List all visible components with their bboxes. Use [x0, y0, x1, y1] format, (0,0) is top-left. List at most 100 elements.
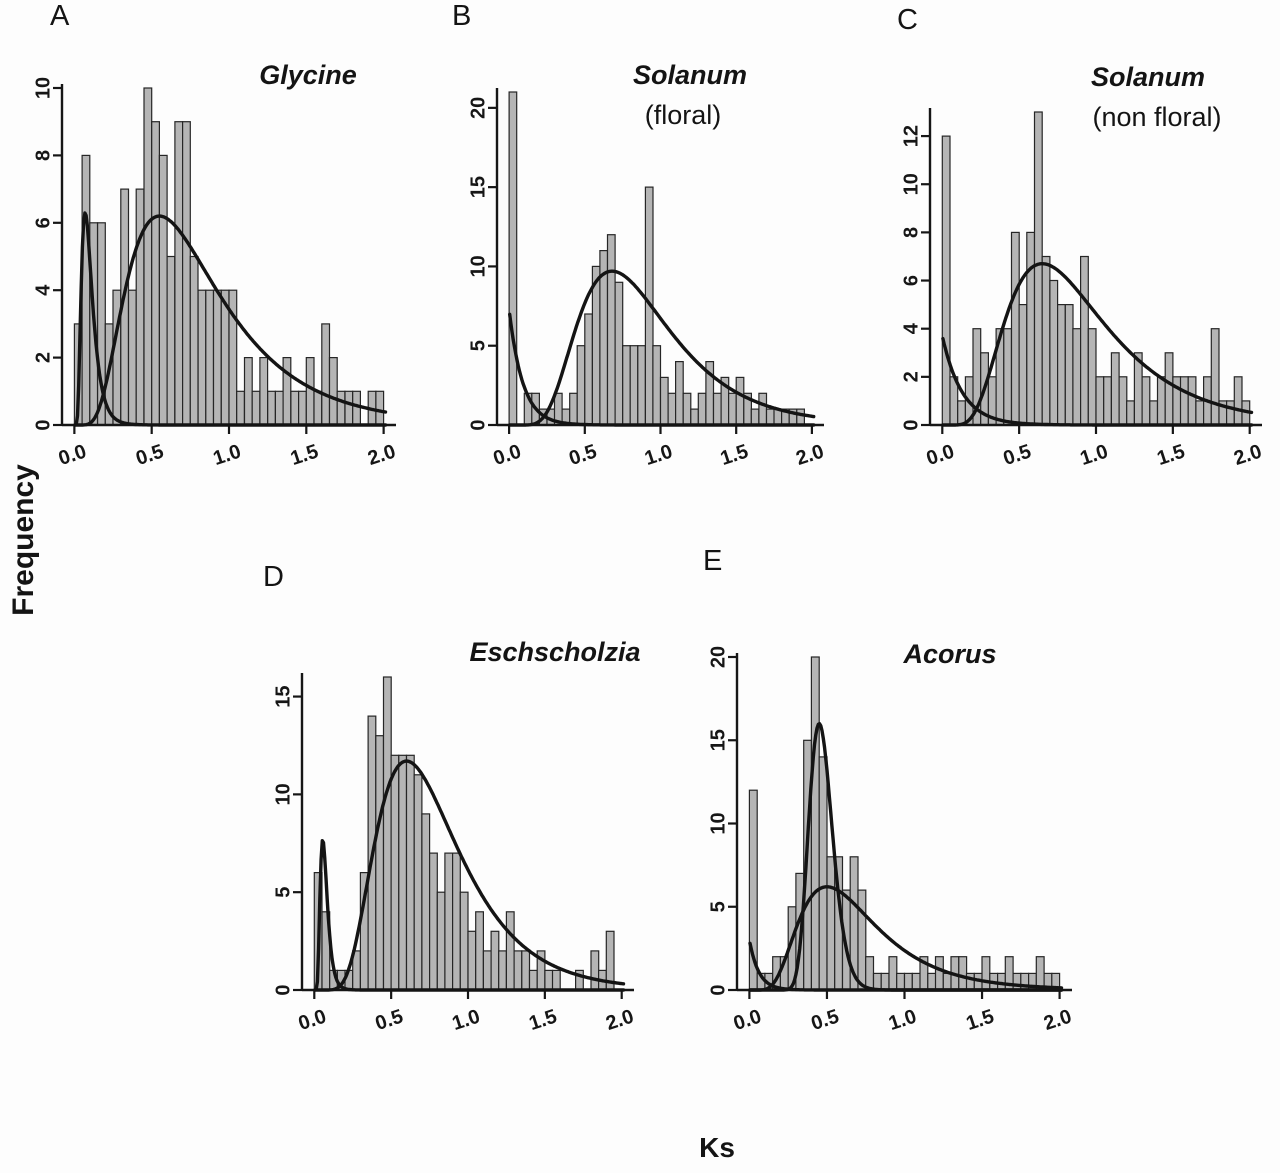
- histogram-bar: [1057, 304, 1066, 426]
- panel-acorus: 0 5 10 15 20 0.0 0.5 1.0 1.5 2.0 E Acorus: [680, 545, 1100, 1075]
- panel-solanum-nonfloral: 0 2 4 6 8 10 12 0.0 0.5 1.0 1.5 2.0 C Solanum (non …: [868, 0, 1280, 515]
- histogram-bar: [667, 392, 677, 426]
- y-tick-label: 15: [707, 729, 729, 751]
- histogram-bar: [765, 408, 775, 426]
- x-tick-label: 0.5: [1001, 441, 1034, 471]
- x-tick-label: 1.0: [211, 441, 244, 471]
- histogram-bar: [957, 400, 966, 426]
- histogram-bar: [880, 972, 890, 991]
- y-tick-label: 10: [32, 77, 54, 99]
- histogram-bar: [482, 950, 492, 991]
- fit-curve: [941, 262, 1254, 427]
- histogram-bar: [1141, 376, 1151, 426]
- x-tick-label: 1.0: [886, 1006, 919, 1036]
- panel-title: Glycine: [259, 60, 357, 90]
- histogram-bar: [569, 392, 578, 426]
- panel-plot: 0 5 10 15 0.0 0.5 1.0 1.5 2.0: [272, 673, 636, 1036]
- panel-title: Acorus: [903, 639, 997, 669]
- histogram-bar: [1049, 279, 1059, 426]
- histogram-bar: [872, 972, 882, 991]
- histogram-bar: [1118, 376, 1128, 426]
- y-tick-label: 20: [467, 97, 489, 119]
- histogram-bar: [81, 154, 91, 426]
- x-tick-label: 2.0: [1231, 441, 1264, 471]
- histogram-bar: [452, 852, 461, 991]
- fit-curve: [508, 269, 816, 427]
- histogram-bar: [1095, 376, 1105, 426]
- histogram-bar: [1026, 231, 1036, 426]
- histogram-bar: [629, 345, 639, 426]
- panel-subtitle: (floral): [644, 100, 722, 130]
- histogram-bar: [1018, 304, 1028, 426]
- histogram-bar: [182, 121, 191, 426]
- histogram-bar: [521, 950, 531, 991]
- x-tick-label: 0.5: [808, 1006, 841, 1036]
- histogram-bar: [328, 357, 338, 426]
- histogram-bar: [675, 361, 684, 426]
- histogram-bar: [189, 255, 199, 426]
- x-tick-label: 2.0: [365, 441, 398, 471]
- histogram-bar: [551, 969, 561, 991]
- histogram-bar: [336, 390, 346, 426]
- y-tick-label: 20: [707, 646, 729, 668]
- histogram-bar: [498, 950, 507, 991]
- y-tick-label: 10: [900, 173, 922, 195]
- histogram-bar: [591, 265, 601, 426]
- histogram-bar: [682, 392, 692, 426]
- panel-title: Solanum: [1090, 62, 1206, 92]
- histogram-bar: [697, 392, 707, 426]
- x-tick-label: 1.0: [642, 441, 675, 471]
- y-tick-label: 5: [707, 901, 729, 912]
- histogram-bar: [475, 911, 484, 991]
- histogram-bar: [712, 392, 722, 426]
- histogram-bar: [305, 357, 315, 426]
- histogram-bar: [528, 969, 538, 991]
- histogram-bar: [857, 889, 867, 991]
- fit-curve: [73, 211, 388, 427]
- histogram-bar: [413, 774, 423, 991]
- histogram-bar: [544, 969, 554, 991]
- histogram-bar: [505, 911, 515, 991]
- histogram-bar: [1149, 400, 1159, 426]
- x-tick-label: 0.5: [373, 1006, 406, 1036]
- histogram-bar: [758, 392, 768, 426]
- histogram-bar: [436, 891, 446, 991]
- fit-curve: [748, 885, 1064, 992]
- y-tick-label: 4: [900, 322, 922, 334]
- histogram-bar: [576, 345, 586, 426]
- x-tick-label: 1.5: [526, 1006, 559, 1036]
- histogram-bar: [690, 408, 700, 426]
- histogram-bar: [267, 390, 277, 426]
- panel-subtitle: (non floral): [1092, 102, 1222, 132]
- panel-eschscholzia: 0 5 10 15 0.0 0.5 1.0 1.5 2.0 D Eschscholzia: [250, 545, 680, 1075]
- panel-letter: B: [452, 0, 472, 32]
- y-tick-label: 15: [467, 176, 489, 198]
- y-tick-label: 10: [272, 783, 294, 805]
- histogram-bar: [659, 376, 669, 426]
- y-tick-label: 12: [900, 125, 922, 147]
- histogram-bar: [459, 891, 469, 991]
- x-tick-label: 2.0: [603, 1006, 636, 1036]
- histogram-bar: [390, 754, 400, 991]
- y-tick-label: 0: [272, 984, 294, 995]
- y-tick-label: 10: [707, 812, 729, 834]
- y-tick-label: 8: [900, 227, 922, 238]
- histogram-bar: [826, 856, 836, 991]
- histogram-bar: [212, 289, 222, 426]
- panel-letter: D: [263, 561, 284, 593]
- histogram-bar: [911, 972, 921, 991]
- histogram-bar: [135, 188, 145, 426]
- histogram-bar: [429, 852, 438, 991]
- histogram-bar: [1033, 111, 1043, 426]
- y-tick-label: 6: [900, 275, 922, 286]
- histogram-bar: [1072, 328, 1082, 426]
- histogram-bar: [1126, 400, 1136, 426]
- y-tick-label: 15: [272, 685, 294, 707]
- histogram-bar: [941, 135, 951, 426]
- x-tick-label: 1.5: [1154, 441, 1187, 471]
- histogram-bar: [444, 852, 454, 991]
- histogram-bar: [274, 390, 284, 426]
- y-tick-label: 8: [32, 150, 54, 161]
- histogram-bar: [606, 234, 616, 426]
